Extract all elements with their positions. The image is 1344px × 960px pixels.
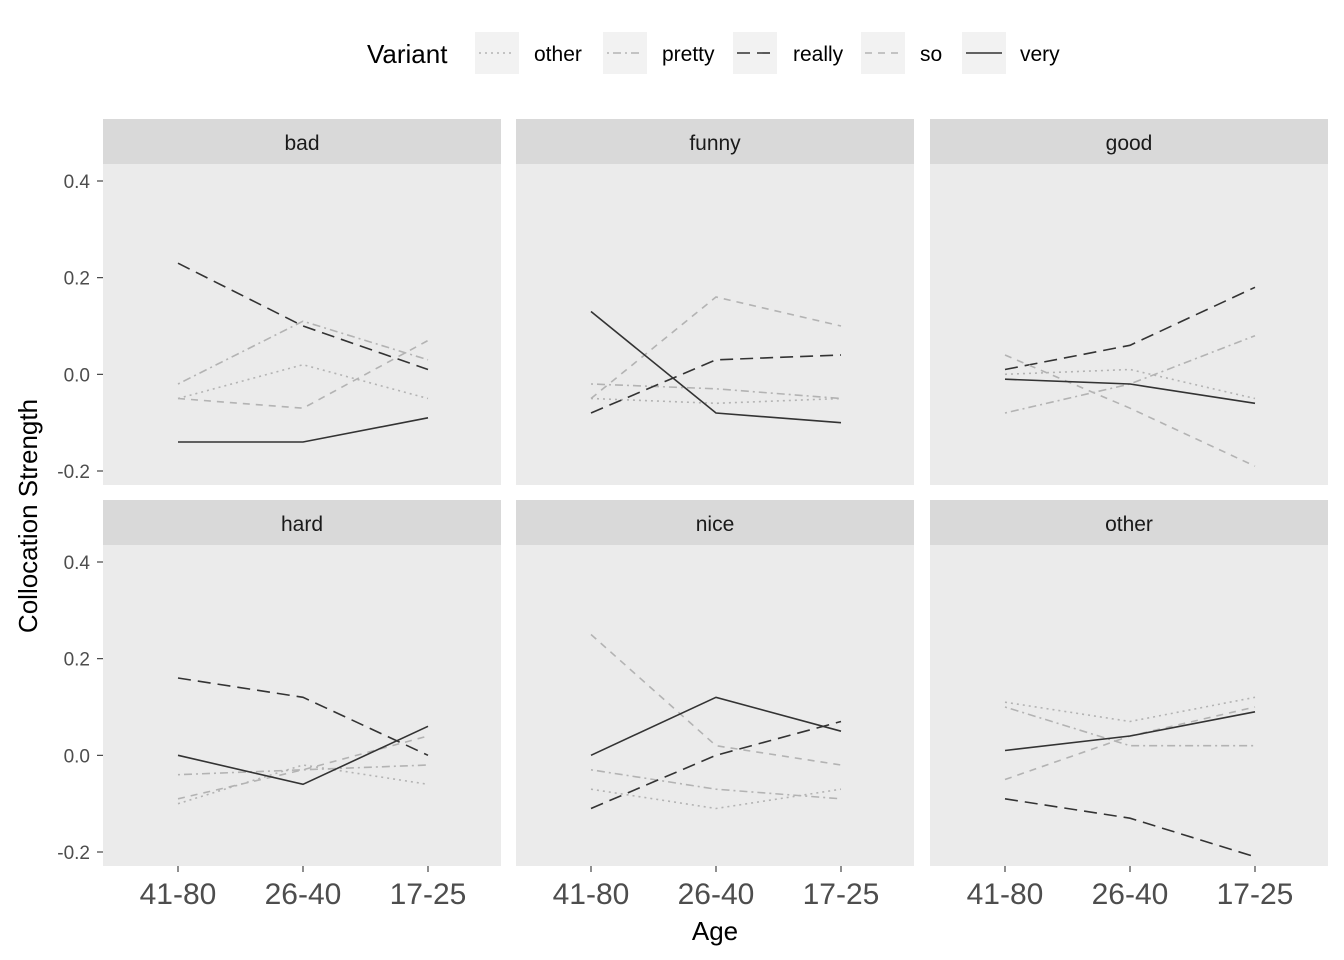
series-line-really — [1004, 798, 1256, 858]
series-line-really — [1004, 286, 1256, 371]
series-line-pretty — [1004, 706, 1255, 747]
series-line-very — [1004, 378, 1256, 405]
series-line-other — [1004, 368, 1256, 400]
y-axis-row-1: 0.4 0.2 0.0 -0.2 — [57, 172, 103, 483]
x-tick-label: 26-40 — [1092, 878, 1169, 911]
y-tick-label: 0.2 — [64, 269, 90, 290]
series-line-very — [590, 310, 842, 424]
x-axis-col-1: 41-80 26-40 17-25 — [140, 866, 467, 911]
y-tick-label: 0.4 — [64, 172, 91, 193]
series-line-other — [177, 363, 429, 400]
strip-nice — [516, 500, 914, 545]
series-line-very — [1004, 711, 1256, 752]
strip-label: nice — [696, 513, 735, 536]
legend-entry-so: so — [861, 32, 942, 74]
y-tick-label: 0.0 — [64, 365, 90, 386]
x-axis-col-2: 41-80 26-40 17-25 — [553, 866, 880, 911]
strip-hard — [103, 500, 501, 545]
panel-good: good — [930, 119, 1328, 485]
series-line-very — [177, 725, 429, 786]
panel-background — [930, 164, 1328, 485]
x-tick-label: 26-40 — [265, 878, 342, 911]
legend-entry-really: really — [733, 32, 844, 74]
x-axis-col-3: 41-80 26-40 17-25 — [967, 866, 1294, 911]
x-tick-label: 17-25 — [803, 878, 880, 911]
panel-background — [516, 164, 914, 485]
panel-hard: hard — [103, 500, 501, 866]
panel-funny: funny — [516, 119, 914, 485]
y-tick-label: -0.2 — [57, 462, 90, 483]
series-line-pretty — [177, 764, 429, 776]
x-axes: 41-80 26-40 17-25 41-80 26-40 17-25 41-80 26-40… — [140, 866, 1294, 911]
x-tick-label: 17-25 — [390, 878, 467, 911]
legend-label: very — [1020, 43, 1060, 66]
series-line-really — [590, 720, 842, 810]
strip-bad — [103, 119, 501, 164]
y-tick-label: 0.2 — [64, 650, 90, 671]
series-line-so — [590, 296, 842, 400]
series-line-really — [177, 677, 429, 757]
panel-background — [930, 545, 1328, 866]
strip-label: good — [1106, 132, 1153, 155]
legend: Variant other pretty really so very — [367, 32, 1060, 74]
strip-label: hard — [281, 513, 323, 536]
panel-nice: nice — [516, 500, 914, 866]
series-line-really — [177, 262, 429, 371]
series-line-pretty — [590, 383, 842, 400]
series-line-so — [177, 339, 429, 410]
strip-funny — [516, 119, 914, 164]
strip-label: bad — [284, 132, 319, 155]
x-tick-label: 41-80 — [140, 878, 217, 911]
series-line-pretty — [177, 320, 429, 385]
y-tick-label: -0.2 — [57, 843, 90, 864]
series-line-other — [1004, 696, 1256, 723]
facet-panels: bad funny good hard nice other — [103, 119, 1328, 866]
panel-background — [516, 545, 914, 866]
series-line-pretty — [590, 769, 842, 800]
legend-title: Variant — [367, 39, 448, 69]
series-line-very — [590, 696, 842, 757]
y-axis-title: Collocation Strength — [13, 399, 43, 633]
series-line-so — [1004, 354, 1256, 467]
y-axes: 0.4 0.2 0.0 -0.2 0.4 0.2 0.0 -0.2 — [57, 172, 103, 864]
series-line-so — [177, 735, 429, 800]
y-axis-row-2: 0.4 0.2 0.0 -0.2 — [57, 553, 103, 864]
legend-entry-pretty: pretty — [603, 32, 715, 74]
strip-label: other — [1105, 513, 1153, 536]
legend-label: so — [920, 43, 942, 66]
series-line-so — [590, 633, 842, 766]
strip-good — [930, 119, 1328, 164]
panel-background — [103, 545, 501, 866]
series-line-pretty — [1004, 334, 1256, 414]
y-tick-label: 0.0 — [64, 746, 90, 767]
legend-label: pretty — [662, 43, 715, 66]
strip-other — [930, 500, 1328, 545]
x-tick-label: 26-40 — [678, 878, 755, 911]
x-tick-label: 41-80 — [967, 878, 1044, 911]
x-axis-title: Age — [692, 916, 738, 946]
series-line-other — [177, 764, 429, 805]
legend-label: other — [534, 43, 582, 66]
legend-entry-very: very — [962, 32, 1060, 74]
legend-entry-other: other — [475, 32, 582, 74]
x-tick-label: 17-25 — [1217, 878, 1294, 911]
series-line-very — [178, 417, 429, 443]
panel-other: other — [930, 500, 1328, 866]
legend-label: really — [793, 43, 844, 66]
panel-bad: bad — [103, 119, 501, 485]
x-tick-label: 41-80 — [553, 878, 630, 911]
y-tick-label: 0.4 — [64, 553, 91, 574]
series-line-really — [590, 354, 842, 414]
strip-label: funny — [689, 132, 741, 155]
panel-background — [103, 164, 501, 485]
